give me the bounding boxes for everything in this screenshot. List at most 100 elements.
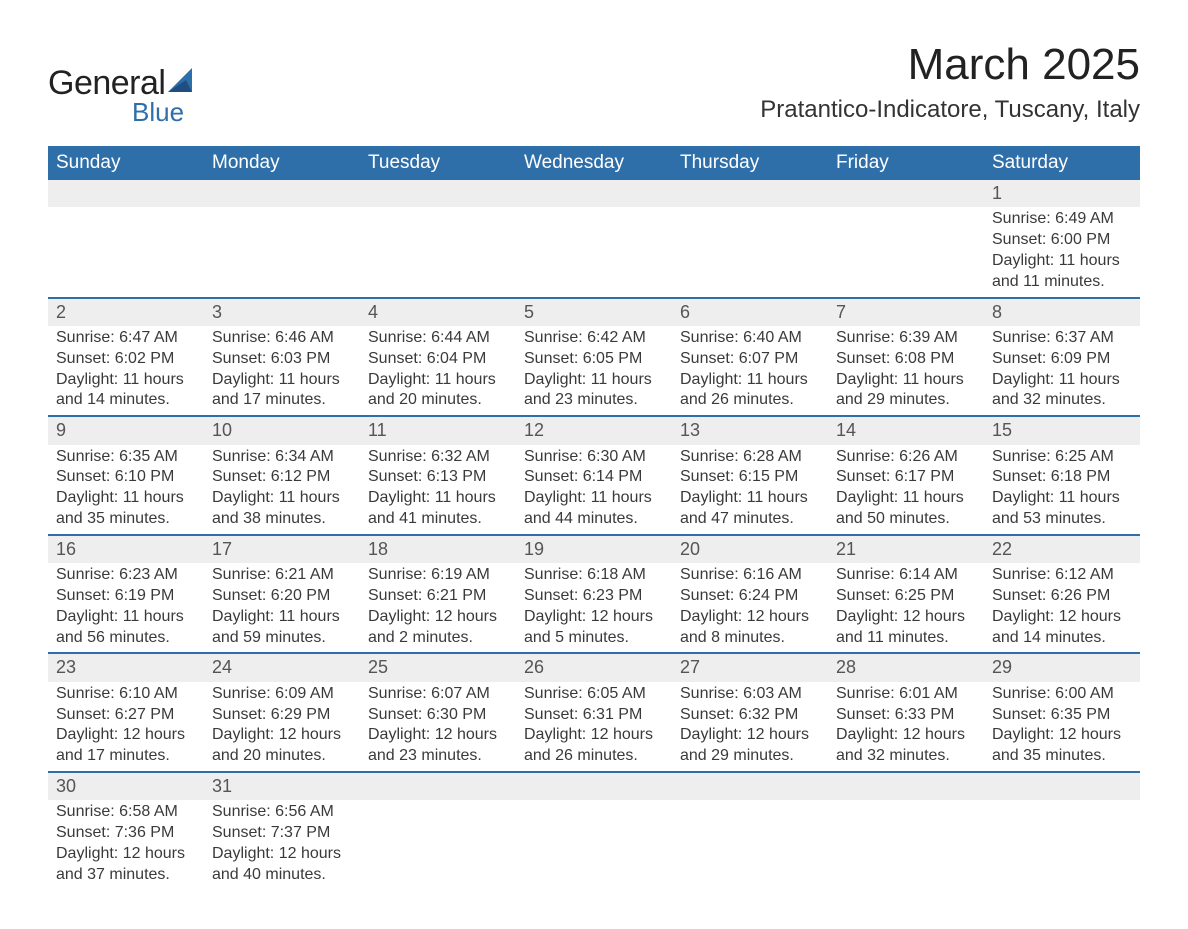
daylight-text-1: Daylight: 12 hours — [836, 607, 976, 628]
daylight-text-1: Daylight: 11 hours — [56, 370, 196, 391]
calendar-day-cell: 25 Sunrise: 6:07 AMSunset: 6:30 PMDayligh… — [360, 653, 516, 772]
daylight-text-1: Daylight: 11 hours — [524, 488, 664, 509]
day-data: Sunrise: 6:58 AMSunset: 7:36 PMDaylight:… — [48, 800, 204, 889]
weekday-header: Wednesday — [516, 146, 672, 180]
sunrise-text: Sunrise: 6:34 AM — [212, 447, 352, 468]
day-data: Sunrise: 6:34 AMSunset: 6:12 PMDaylight:… — [204, 445, 360, 534]
daylight-text-2: and 35 minutes. — [56, 509, 196, 530]
daylight-text-1: Daylight: 12 hours — [368, 725, 508, 746]
calendar-day-cell: 15Sunrise: 6:25 AMSunset: 6:18 PMDayligh… — [984, 416, 1140, 535]
day-number: 12 — [516, 417, 672, 444]
sunset-text: Sunset: 6:07 PM — [680, 349, 820, 370]
daylight-text-1: Daylight: 11 hours — [212, 607, 352, 628]
day-number: 17 — [204, 536, 360, 563]
daylight-text-2: and 14 minutes. — [992, 628, 1132, 649]
calendar-day-cell: 20Sunrise: 6:16 AMSunset: 6:24 PMDayligh… — [672, 535, 828, 654]
daylight-text-2: and 26 minutes. — [680, 390, 820, 411]
calendar-day-cell: 3Sunrise: 6:46 AMSunset: 6:03 PMDaylight… — [204, 298, 360, 417]
sunrise-text: Sunrise: 6:25 AM — [992, 447, 1132, 468]
daylight-text-1: Daylight: 12 hours — [524, 725, 664, 746]
day-data: Sunrise: 6:26 AMSunset: 6:17 PMDaylight:… — [828, 445, 984, 534]
day-data: Sunrise: 6:46 AMSunset: 6:03 PMDaylight:… — [204, 326, 360, 415]
sunset-text: Sunset: 6:14 PM — [524, 467, 664, 488]
day-data: Sunrise: 6:49 AMSunset: 6:00 PMDaylight:… — [984, 207, 1140, 296]
sunset-text: Sunset: 6:31 PM — [524, 705, 664, 726]
day-data: Sunrise: 6:21 AMSunset: 6:20 PMDaylight:… — [204, 563, 360, 652]
day-number: 26 — [516, 654, 672, 681]
sunset-text: Sunset: 6:32 PM — [680, 705, 820, 726]
daylight-text-2: and 23 minutes. — [368, 746, 508, 767]
calendar-day-cell — [360, 772, 516, 890]
calendar-day-cell: 11Sunrise: 6:32 AMSunset: 6:13 PMDayligh… — [360, 416, 516, 535]
sunrise-text: Sunrise: 6:44 AM — [368, 328, 508, 349]
daylight-text-1: Daylight: 11 hours — [212, 370, 352, 391]
header: General Blue March 2025 Pratantico-Indic… — [48, 40, 1140, 128]
day-number: 2 — [48, 299, 204, 326]
weekday-header: Friday — [828, 146, 984, 180]
weekday-header-row: Sunday Monday Tuesday Wednesday Thursday… — [48, 146, 1140, 180]
day-data: Sunrise: 6:10 AMSunset: 6:27 PMDaylight:… — [48, 682, 204, 771]
weekday-header: Thursday — [672, 146, 828, 180]
day-number: 5 — [516, 299, 672, 326]
day-data: Sunrise: 6:12 AMSunset: 6:26 PMDaylight:… — [984, 563, 1140, 652]
calendar-day-cell — [828, 180, 984, 298]
calendar-day-cell: 5Sunrise: 6:42 AMSunset: 6:05 PMDaylight… — [516, 298, 672, 417]
day-number: 10 — [204, 417, 360, 444]
day-number: 7 — [828, 299, 984, 326]
day-data: Sunrise: 6:42 AMSunset: 6:05 PMDaylight:… — [516, 326, 672, 415]
day-data: Sunrise: 6:00 AMSunset: 6:35 PMDaylight:… — [984, 682, 1140, 771]
sunset-text: Sunset: 6:29 PM — [212, 705, 352, 726]
calendar-day-cell: 6Sunrise: 6:40 AMSunset: 6:07 PMDaylight… — [672, 298, 828, 417]
day-data: Sunrise: 6:56 AMSunset: 7:37 PMDaylight:… — [204, 800, 360, 889]
day-number: 30 — [48, 773, 204, 800]
daylight-text-2: and 53 minutes. — [992, 509, 1132, 530]
day-number: 29 — [984, 654, 1140, 681]
sunset-text: Sunset: 6:05 PM — [524, 349, 664, 370]
daylight-text-2: and 50 minutes. — [836, 509, 976, 530]
calendar-day-cell — [360, 180, 516, 298]
day-number — [516, 180, 672, 207]
sunset-text: Sunset: 6:25 PM — [836, 586, 976, 607]
day-data: Sunrise: 6:25 AMSunset: 6:18 PMDaylight:… — [984, 445, 1140, 534]
sunset-text: Sunset: 6:23 PM — [524, 586, 664, 607]
sunset-text: Sunset: 6:26 PM — [992, 586, 1132, 607]
sunrise-text: Sunrise: 6:46 AM — [212, 328, 352, 349]
sunrise-text: Sunrise: 6:07 AM — [368, 684, 508, 705]
daylight-text-1: Daylight: 12 hours — [368, 607, 508, 628]
calendar-day-cell: 31Sunrise: 6:56 AMSunset: 7:37 PMDayligh… — [204, 772, 360, 890]
sunset-text: Sunset: 6:24 PM — [680, 586, 820, 607]
sunrise-text: Sunrise: 6:26 AM — [836, 447, 976, 468]
logo: General Blue — [48, 64, 198, 128]
sunrise-text: Sunrise: 6:05 AM — [524, 684, 664, 705]
daylight-text-2: and 44 minutes. — [524, 509, 664, 530]
sunset-text: Sunset: 6:17 PM — [836, 467, 976, 488]
sunrise-text: Sunrise: 6:47 AM — [56, 328, 196, 349]
sunrise-text: Sunrise: 6:18 AM — [524, 565, 664, 586]
daylight-text-1: Daylight: 12 hours — [992, 725, 1132, 746]
day-number — [672, 773, 828, 800]
day-number: 21 — [828, 536, 984, 563]
sunset-text: Sunset: 6:33 PM — [836, 705, 976, 726]
daylight-text-2: and 5 minutes. — [524, 628, 664, 649]
daylight-text-2: and 14 minutes. — [56, 390, 196, 411]
calendar-day-cell: 22Sunrise: 6:12 AMSunset: 6:26 PMDayligh… — [984, 535, 1140, 654]
day-data: Sunrise: 6:16 AMSunset: 6:24 PMDaylight:… — [672, 563, 828, 652]
day-number: 1 — [984, 180, 1140, 207]
day-data: Sunrise: 6:37 AMSunset: 6:09 PMDaylight:… — [984, 326, 1140, 415]
day-data: Sunrise: 6:09 AMSunset: 6:29 PMDaylight:… — [204, 682, 360, 771]
day-number: 16 — [48, 536, 204, 563]
sunset-text: Sunset: 6:03 PM — [212, 349, 352, 370]
calendar-week-row: 23Sunrise: 6:10 AMSunset: 6:27 PMDayligh… — [48, 653, 1140, 772]
day-number: 25 — [360, 654, 516, 681]
day-data: Sunrise: 6:47 AMSunset: 6:02 PMDaylight:… — [48, 326, 204, 415]
sunrise-text: Sunrise: 6:12 AM — [992, 565, 1132, 586]
sunset-text: Sunset: 6:13 PM — [368, 467, 508, 488]
daylight-text-1: Daylight: 12 hours — [992, 607, 1132, 628]
weekday-header: Tuesday — [360, 146, 516, 180]
sunset-text: Sunset: 6:04 PM — [368, 349, 508, 370]
daylight-text-1: Daylight: 11 hours — [56, 488, 196, 509]
daylight-text-2: and 11 minutes. — [836, 628, 976, 649]
daylight-text-2: and 41 minutes. — [368, 509, 508, 530]
sunset-text: Sunset: 6:30 PM — [368, 705, 508, 726]
calendar-day-cell: 1Sunrise: 6:49 AMSunset: 6:00 PMDaylight… — [984, 180, 1140, 298]
